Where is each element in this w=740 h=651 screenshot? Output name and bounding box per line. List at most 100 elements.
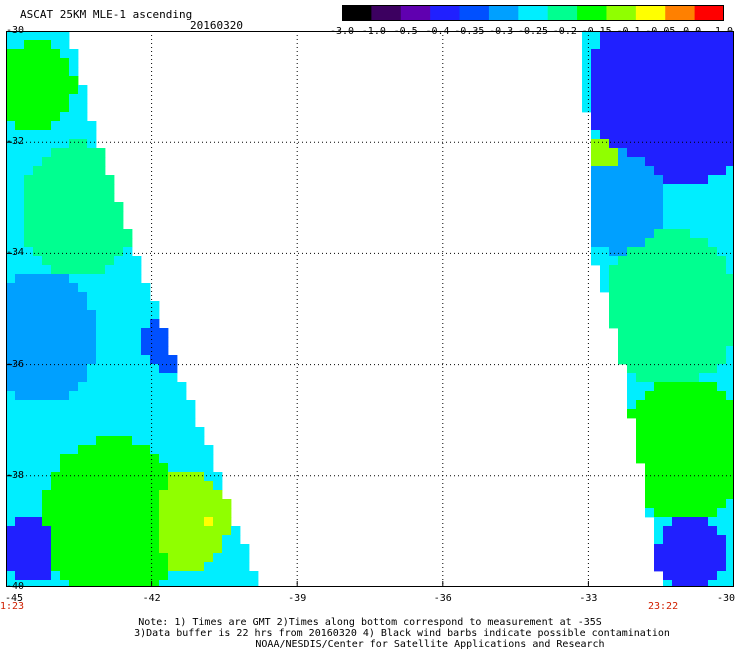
swath-cell xyxy=(717,202,727,212)
x-tick-label: -45 xyxy=(4,593,24,604)
swath-cell xyxy=(51,373,61,383)
swath-cell xyxy=(6,319,16,329)
swath-cell xyxy=(33,373,43,383)
swath-cell xyxy=(645,490,655,500)
swath-cell xyxy=(204,571,214,581)
swath-cell xyxy=(69,382,79,392)
swath-cell xyxy=(33,301,43,311)
swath-cell xyxy=(42,121,52,131)
swath-cell xyxy=(96,319,106,329)
swath-cell xyxy=(591,193,601,203)
swath-cell xyxy=(204,553,214,563)
swath-cell xyxy=(231,526,241,536)
swath-cell xyxy=(15,139,25,149)
swath-cell xyxy=(168,472,178,482)
swath-cell xyxy=(636,346,646,356)
swath-cell xyxy=(663,211,673,221)
swath-cell xyxy=(663,373,673,383)
swath-cell xyxy=(51,130,61,140)
swath-cell xyxy=(726,481,734,491)
swath-cell xyxy=(33,409,43,419)
swath-cell xyxy=(132,445,142,455)
swath-cell xyxy=(6,76,16,86)
swath-cell xyxy=(663,409,673,419)
swath-cell xyxy=(654,292,664,302)
swath-cell xyxy=(195,535,205,545)
swath-cell xyxy=(33,355,43,365)
swath-cell xyxy=(105,256,115,266)
swath-cell xyxy=(141,337,151,347)
swath-cell xyxy=(51,157,61,167)
swath-cell xyxy=(672,427,682,437)
swath-cell xyxy=(609,319,619,329)
swath-cell xyxy=(33,310,43,320)
swath-cell xyxy=(114,211,124,221)
swath-cell xyxy=(681,436,691,446)
swath-cell xyxy=(60,193,70,203)
swath-cell xyxy=(582,94,592,104)
swath-cell xyxy=(681,247,691,257)
swath-cell xyxy=(24,265,34,275)
swath-cell xyxy=(78,562,88,572)
swath-cell xyxy=(51,40,61,50)
swath-cell xyxy=(60,292,70,302)
swath-cell xyxy=(177,490,187,500)
swath-cell xyxy=(87,283,97,293)
swath-cell xyxy=(708,508,718,518)
swath-cell xyxy=(114,427,124,437)
swath-cell xyxy=(654,409,664,419)
swath-cell xyxy=(663,346,673,356)
swath-cell xyxy=(132,553,142,563)
swath-cell xyxy=(42,58,52,68)
swath-cell xyxy=(24,76,34,86)
x-tick-label: -39 xyxy=(288,593,307,604)
swath-cell xyxy=(681,508,691,518)
swath-cell xyxy=(627,31,637,41)
swath-cell xyxy=(33,535,43,545)
swath-cell xyxy=(60,508,70,518)
colorbar xyxy=(342,5,724,21)
swath-cell xyxy=(708,49,718,59)
swath-cell xyxy=(708,58,718,68)
swath-cell xyxy=(681,76,691,86)
swath-cell xyxy=(663,40,673,50)
swath-cell xyxy=(78,445,88,455)
swath-cell xyxy=(24,463,34,473)
swath-cell xyxy=(186,418,196,428)
swath-cell xyxy=(726,247,734,257)
swath-cell xyxy=(699,112,709,122)
swath-cell xyxy=(114,391,124,401)
swath-cell xyxy=(33,76,43,86)
swath-cell xyxy=(690,580,700,587)
swath-cell xyxy=(51,148,61,158)
swath-cell xyxy=(681,310,691,320)
swath-cell xyxy=(726,580,734,587)
swath-cell xyxy=(726,391,734,401)
swath-cell xyxy=(609,58,619,68)
swath-cell xyxy=(96,247,106,257)
swath-cell xyxy=(618,58,628,68)
swath-cell xyxy=(609,193,619,203)
swath-cell xyxy=(51,49,61,59)
swath-cell xyxy=(114,580,124,587)
swath-cell xyxy=(87,184,97,194)
swath-cell xyxy=(141,283,151,293)
swath-cell xyxy=(114,256,124,266)
swath-cell xyxy=(681,139,691,149)
swath-cell xyxy=(213,571,223,581)
swath-cell xyxy=(123,499,133,509)
swath-cell xyxy=(654,526,664,536)
swath-cell xyxy=(42,292,52,302)
swath-cell xyxy=(591,31,601,41)
swath-cell xyxy=(672,238,682,248)
swath-cell xyxy=(168,571,178,581)
swath-cell xyxy=(654,355,664,365)
swath-cell xyxy=(15,328,25,338)
swath-cell xyxy=(168,382,178,392)
swath-cell xyxy=(168,517,178,527)
swath-cell xyxy=(204,526,214,536)
swath-cell xyxy=(159,562,169,572)
swath-cell xyxy=(141,373,151,383)
swath-cell xyxy=(123,508,133,518)
swath-cell xyxy=(204,490,214,500)
